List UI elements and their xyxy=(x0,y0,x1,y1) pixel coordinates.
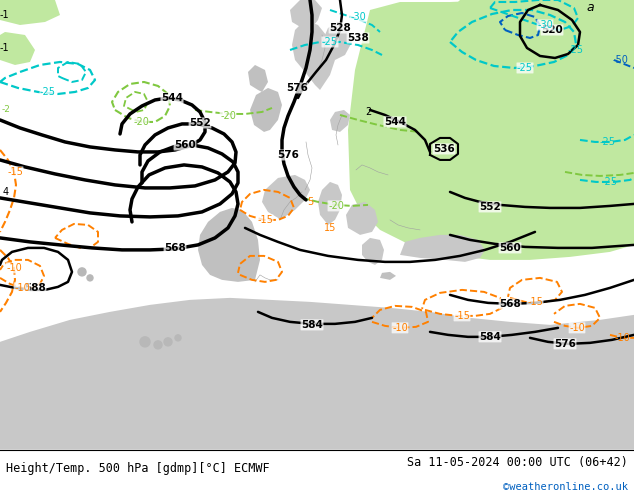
Text: -25: -25 xyxy=(40,87,56,97)
Text: -10: -10 xyxy=(392,323,408,333)
Text: 528: 528 xyxy=(329,23,351,33)
Circle shape xyxy=(87,275,93,281)
Text: ©weatheronline.co.uk: ©weatheronline.co.uk xyxy=(503,482,628,490)
Text: -15: -15 xyxy=(454,311,470,321)
Text: 538: 538 xyxy=(347,33,369,43)
Text: -20: -20 xyxy=(133,117,149,127)
Text: -25: -25 xyxy=(600,137,616,147)
Text: -25: -25 xyxy=(322,37,338,47)
Text: 544: 544 xyxy=(161,93,183,103)
Text: 544: 544 xyxy=(384,117,406,127)
Text: 568: 568 xyxy=(164,243,186,253)
Text: 552: 552 xyxy=(479,202,501,212)
Text: -25: -25 xyxy=(568,45,584,55)
Text: -15: -15 xyxy=(257,215,273,225)
Text: -25: -25 xyxy=(517,63,533,73)
Text: Sa 11-05-2024 00:00 UTC (06+42): Sa 11-05-2024 00:00 UTC (06+42) xyxy=(407,456,628,469)
Text: 560: 560 xyxy=(499,243,521,253)
Text: 584: 584 xyxy=(479,332,501,342)
Text: a: a xyxy=(586,1,594,15)
Text: -2: -2 xyxy=(1,105,10,115)
Circle shape xyxy=(154,341,162,349)
Text: -1: -1 xyxy=(0,43,9,53)
Text: Height/Temp. 500 hPa [gdmp][°C] ECMWF: Height/Temp. 500 hPa [gdmp][°C] ECMWF xyxy=(6,462,270,475)
Text: -10: -10 xyxy=(6,263,22,273)
Text: 576: 576 xyxy=(286,83,308,93)
Text: 552: 552 xyxy=(189,118,211,128)
Text: 4: 4 xyxy=(3,187,9,197)
Text: -25: -25 xyxy=(602,177,618,187)
Text: -1: -1 xyxy=(0,10,9,20)
Circle shape xyxy=(164,338,172,346)
Circle shape xyxy=(78,268,86,276)
Text: 520: 520 xyxy=(541,25,563,35)
Text: 5: 5 xyxy=(307,197,313,207)
Text: 560: 560 xyxy=(174,140,196,150)
Text: -20: -20 xyxy=(220,111,236,121)
Text: 584: 584 xyxy=(301,320,323,330)
Text: -50: -50 xyxy=(612,55,628,65)
Text: -30: -30 xyxy=(537,20,553,30)
Text: 588: 588 xyxy=(24,283,46,293)
Text: -15: -15 xyxy=(7,167,23,177)
Text: -20: -20 xyxy=(328,201,344,211)
Text: -30: -30 xyxy=(350,12,366,22)
Text: 536: 536 xyxy=(433,144,455,154)
Text: -10: -10 xyxy=(14,283,30,293)
Circle shape xyxy=(175,335,181,341)
Circle shape xyxy=(140,337,150,347)
Text: 15: 15 xyxy=(324,223,336,233)
Text: 576: 576 xyxy=(554,339,576,349)
Text: 2: 2 xyxy=(365,107,371,117)
Text: -10: -10 xyxy=(614,333,630,343)
Text: -15: -15 xyxy=(527,297,543,307)
Text: -10: -10 xyxy=(569,323,585,333)
Text: 576: 576 xyxy=(277,150,299,160)
Text: 568: 568 xyxy=(499,299,521,309)
